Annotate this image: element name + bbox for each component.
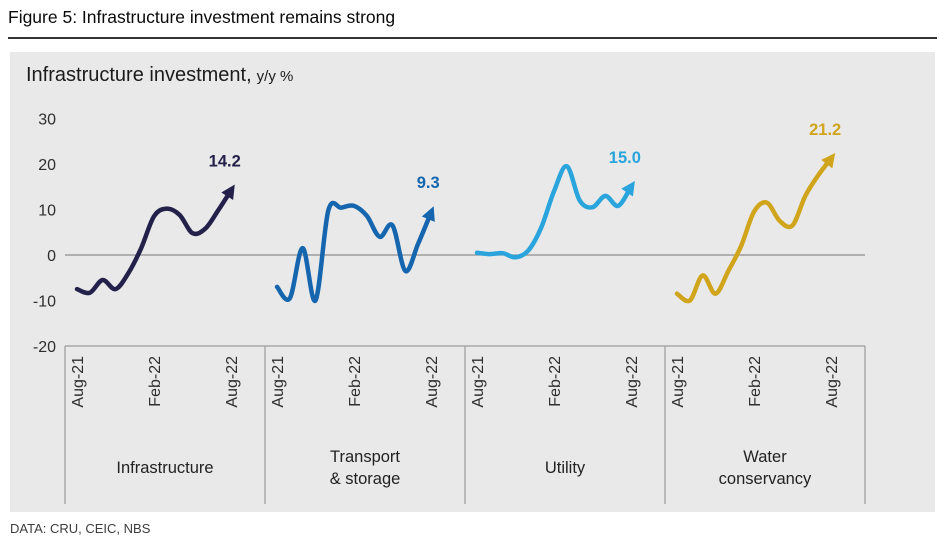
x-tick-label: Feb-22 — [747, 356, 764, 407]
figure-title: Figure 5: Infrastructure investment rema… — [8, 7, 396, 27]
x-tick-label: Aug-22 — [424, 356, 441, 408]
panel-label: Transport — [330, 448, 400, 466]
chart-plot: 30 20 10 0 -10 -20 Aug-21 Feb-22 Aug-22 Infrastru… — [33, 112, 866, 504]
x-tick-label: Aug-21 — [270, 356, 287, 408]
arrowhead-icon — [221, 184, 235, 201]
x-tick-label: Aug-22 — [824, 356, 841, 408]
panel-label: Utility — [545, 459, 586, 477]
series-value-label: 9.3 — [417, 174, 440, 192]
chart-title-text: Infrastructure investment, — [26, 64, 252, 86]
x-tick-label: Aug-21 — [70, 356, 87, 408]
arrowhead-icon — [421, 206, 435, 222]
x-tick-label: Aug-22 — [224, 356, 241, 408]
panel-label: Water — [743, 448, 787, 466]
panel-label: Infrastructure — [116, 459, 213, 477]
x-tick-label: Aug-21 — [670, 356, 687, 408]
data-source: DATA: CRU, CEIC, NBS — [10, 521, 151, 536]
series-line-infrastructure — [74, 188, 234, 296]
panel-label: conservancy — [719, 470, 812, 488]
x-tick-label: Feb-22 — [347, 356, 364, 407]
x-tick-label: Aug-22 — [624, 356, 641, 408]
series-value-label: 21.2 — [809, 121, 841, 139]
series-value-label: 15.0 — [609, 149, 641, 167]
y-tick-label: -20 — [33, 339, 56, 356]
series-line-utility — [474, 164, 634, 260]
x-tick-label: Feb-22 — [147, 356, 164, 407]
chart-area: 30 20 10 0 -10 -20 Aug-21 Feb-22 Aug-22 Infrastru… — [10, 52, 935, 512]
x-tick-label: Aug-21 — [470, 356, 487, 408]
arrowhead-icon — [821, 152, 836, 169]
title-divider — [8, 37, 937, 39]
series-value-label: 14.2 — [209, 152, 241, 170]
panel-label: & storage — [330, 470, 401, 488]
chart-title: Infrastructure investment, y/y % — [26, 64, 293, 87]
y-tick-label: 30 — [38, 112, 56, 129]
y-tick-label: 0 — [47, 248, 56, 265]
arrowhead-icon — [621, 180, 635, 197]
y-tick-label: 10 — [38, 203, 56, 220]
series-line-water-conservancy — [674, 156, 834, 304]
x-tick-label: Feb-22 — [547, 356, 564, 407]
series-line-transport-storage — [274, 200, 434, 303]
y-tick-label: -10 — [33, 294, 56, 311]
chart-units-label: y/y % — [256, 68, 294, 85]
y-tick-label: 20 — [38, 157, 56, 174]
